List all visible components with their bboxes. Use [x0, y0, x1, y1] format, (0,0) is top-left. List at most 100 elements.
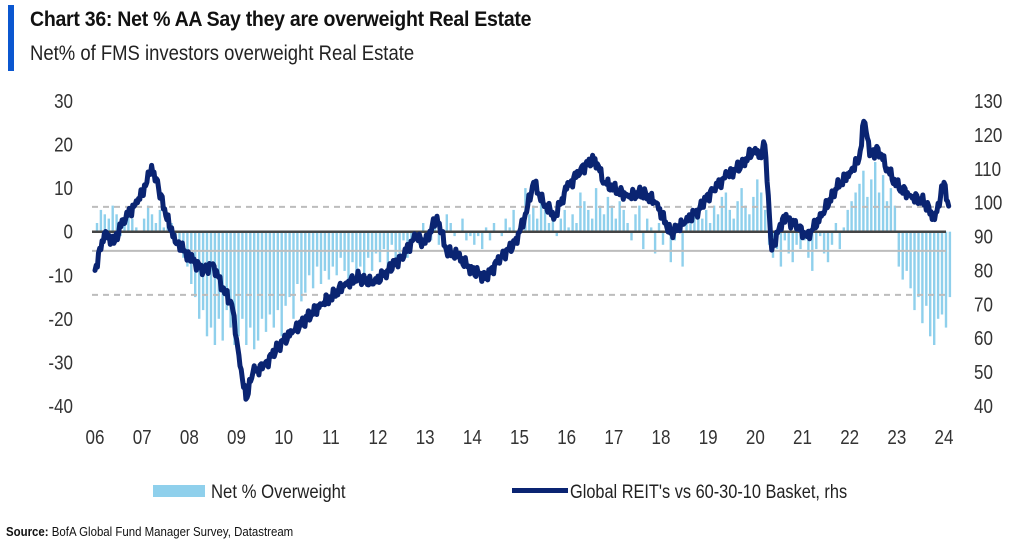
- bar: [732, 218, 735, 232]
- bar: [567, 227, 570, 232]
- x-tick-label: 07: [133, 426, 152, 449]
- bar: [948, 231, 952, 298]
- bar: [473, 231, 476, 245]
- bar: [272, 231, 275, 328]
- bar: [311, 231, 315, 289]
- bar: [260, 231, 264, 319]
- bar: [579, 192, 582, 232]
- bar: [111, 205, 114, 232]
- x-tick-label: 18: [652, 426, 671, 449]
- bar: [508, 227, 511, 232]
- bar: [347, 231, 350, 284]
- bar: [386, 231, 389, 267]
- bar: [555, 231, 558, 237]
- bar: [229, 231, 232, 328]
- bar: [186, 231, 189, 267]
- bar: [752, 196, 755, 232]
- x-tick-label: 22: [840, 426, 859, 449]
- bar: [921, 231, 924, 324]
- bar: [807, 231, 810, 258]
- bar: [720, 196, 724, 232]
- bar: [642, 231, 645, 250]
- bar: [245, 231, 248, 345]
- bar: [492, 223, 496, 232]
- bar: [292, 231, 295, 319]
- source-text: BofA Global Fund Manager Survey, Datastr…: [51, 524, 294, 539]
- source-note: Source: BofA Global Fund Manager Survey,…: [6, 524, 293, 539]
- bar: [933, 231, 936, 345]
- bar: [925, 231, 928, 306]
- bar: [390, 231, 393, 245]
- bar: [583, 201, 586, 232]
- bar: [606, 196, 610, 232]
- x-tick-label: 16: [557, 426, 576, 449]
- bar: [587, 209, 590, 232]
- bar: [901, 231, 904, 280]
- bar: [308, 231, 311, 276]
- bar: [897, 231, 900, 267]
- legend: Net % Overweight Global REIT's vs 60-30-…: [153, 481, 847, 502]
- bar: [744, 205, 747, 232]
- bar: [280, 231, 283, 337]
- bar: [819, 231, 822, 237]
- right-tick-label: 40: [974, 395, 993, 418]
- bar: [826, 231, 830, 263]
- bar: [638, 205, 641, 232]
- bar: [760, 192, 763, 232]
- left-tick-label: 10: [54, 177, 73, 200]
- x-tick-label: 20: [746, 426, 765, 449]
- bar: [437, 231, 441, 245]
- left-tick-label: -40: [48, 395, 73, 418]
- title-accent-bar: [8, 5, 14, 71]
- bar: [107, 218, 110, 232]
- bar: [146, 205, 150, 232]
- bar: [866, 196, 869, 232]
- bar: [944, 231, 948, 328]
- bar: [885, 201, 889, 232]
- bar: [351, 231, 354, 263]
- bar: [787, 231, 790, 254]
- bar: [142, 218, 146, 232]
- right-tick-label: 60: [974, 327, 993, 350]
- bar: [669, 231, 672, 263]
- x-axis-ticks: 06 07 08 09 10 11 12 13 14 15 16 17 18 19 20 21 22 23 24: [86, 426, 954, 449]
- bar: [319, 231, 323, 284]
- bar: [795, 231, 798, 245]
- bar: [477, 231, 480, 237]
- bar: [532, 205, 535, 232]
- right-axis-ticks: 130 120 110 100 90 80 70 60 50 40: [974, 90, 1002, 418]
- bar: [398, 231, 401, 254]
- bar: [253, 231, 256, 350]
- bar: [367, 231, 370, 258]
- bar: [512, 209, 515, 232]
- bar: [838, 231, 841, 250]
- bar: [602, 214, 606, 232]
- bar: [634, 214, 637, 232]
- bar: [614, 218, 617, 232]
- bar: [339, 231, 342, 258]
- bar: [256, 231, 260, 341]
- bar: [929, 231, 932, 337]
- right-tick-label: 130: [974, 90, 1002, 113]
- bar: [481, 231, 484, 250]
- bar: [705, 209, 708, 232]
- bar: [594, 188, 598, 232]
- bar: [728, 209, 731, 232]
- bar: [276, 231, 279, 311]
- bar: [543, 209, 547, 232]
- bar: [870, 179, 873, 232]
- x-tick-label: 09: [227, 426, 246, 449]
- bar: [374, 231, 378, 254]
- bar: [830, 231, 834, 245]
- x-tick-label: 17: [604, 426, 623, 449]
- left-tick-label: -10: [48, 264, 73, 287]
- x-tick-label: 08: [180, 426, 199, 449]
- x-tick-label: 15: [510, 426, 529, 449]
- bar: [402, 231, 405, 241]
- bar: [488, 231, 492, 241]
- bar: [304, 231, 307, 293]
- bar: [154, 223, 158, 232]
- bar: [716, 214, 720, 232]
- bar: [653, 231, 657, 254]
- bar: [563, 209, 566, 232]
